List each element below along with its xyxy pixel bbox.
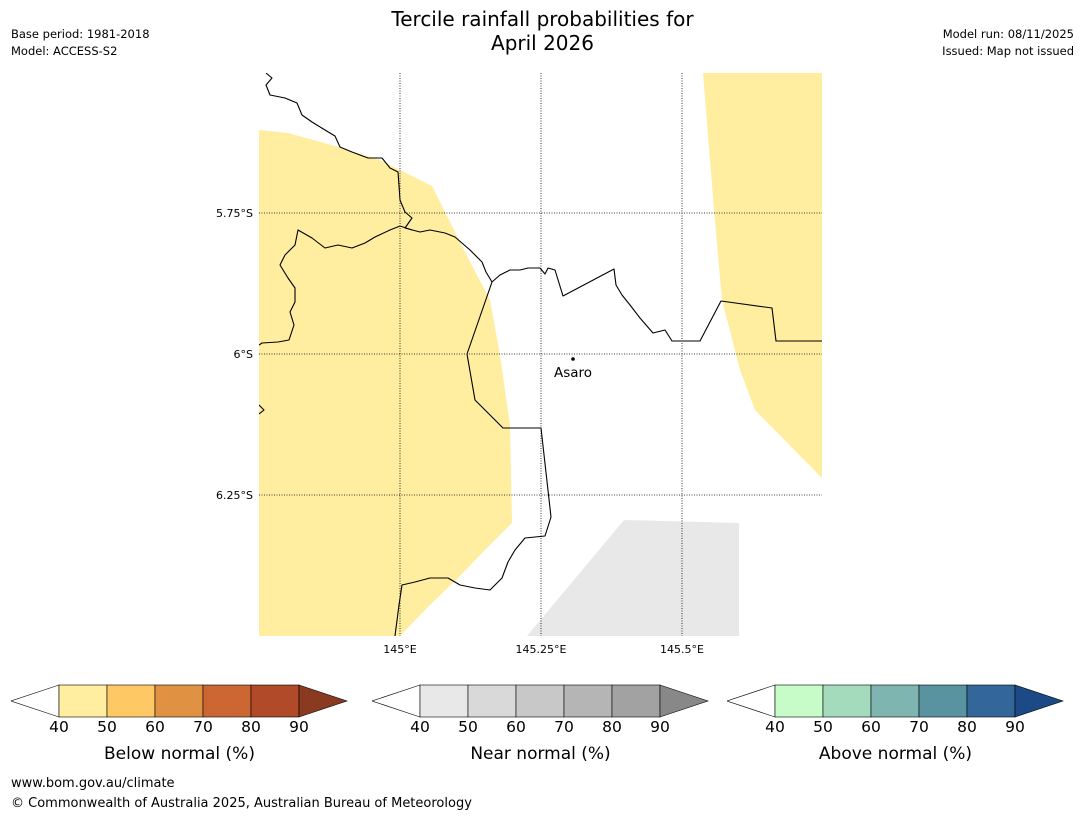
colorbar-swatch — [106, 684, 156, 718]
asaro-marker — [571, 357, 575, 361]
colorbar-swatch — [611, 684, 661, 718]
rainfall-map: Asaro 5.75°S 6°S 6.25°S 145°E 145.25°E 1… — [216, 73, 822, 656]
lat-label-625: 6.25°S — [216, 489, 253, 502]
above-normal-label: Above normal (%) — [818, 744, 973, 764]
below-tick-90: 90 — [289, 718, 309, 736]
near-tick-90: 90 — [650, 718, 670, 736]
near-tick-60: 60 — [506, 718, 526, 736]
above-tick-60: 60 — [861, 718, 881, 736]
colorbar-near-normal: 40 50 60 70 80 90 Near normal (%) — [371, 684, 709, 764]
below-tick-70: 70 — [193, 718, 213, 736]
lon-label-14525: 145.25°E — [516, 643, 567, 656]
meta-right: Model run: 08/11/2025 Issued: Map not is… — [942, 26, 1074, 60]
below-tick-60: 60 — [145, 718, 165, 736]
lat-label-600: 6°S — [234, 348, 253, 361]
asaro-label: Asaro — [554, 365, 592, 381]
above-tick-80: 80 — [957, 718, 977, 736]
near-tick-80: 80 — [602, 718, 622, 736]
above-tick-40: 40 — [765, 718, 785, 736]
issued-status: Issued: Map not issued — [942, 44, 1074, 58]
below-tick-40: 40 — [49, 718, 69, 736]
colorbar-swatch — [870, 684, 920, 718]
lon-label-1455: 145.5°E — [660, 643, 704, 656]
colorbar-swatch — [966, 684, 1016, 718]
footer-copyright: © Commonwealth of Australia 2025, Austra… — [11, 796, 472, 811]
below-tick-80: 80 — [241, 718, 261, 736]
map-frame — [259, 73, 822, 636]
colorbar-swatch — [515, 684, 565, 718]
colorbar-under-triangle — [726, 684, 776, 718]
colorbar-swatch — [154, 684, 204, 718]
below-tick-50: 50 — [97, 718, 117, 736]
near-tick-40: 40 — [410, 718, 430, 736]
lat-label-575: 5.75°S — [216, 207, 253, 220]
above-tick-70: 70 — [909, 718, 929, 736]
above-tick-50: 50 — [813, 718, 833, 736]
colorbar-above-normal: 40 50 60 70 80 90 Above normal (%) — [726, 684, 1064, 764]
colorbar-swatch — [467, 684, 517, 718]
below-normal-region-west — [259, 130, 512, 636]
footer: www.bom.gov.au/climate © Commonwealth of… — [11, 774, 472, 814]
colorbar-under-triangle — [10, 684, 60, 718]
title-line-1: Tercile rainfall probabilities for — [391, 7, 694, 31]
colorbar-swatch — [419, 684, 469, 718]
near-normal-region-south — [527, 520, 739, 636]
lon-label-145: 145°E — [383, 643, 416, 656]
colorbar-over-triangle — [298, 684, 348, 718]
colorbar-below-swatches — [10, 684, 348, 718]
colorbar-over-triangle — [659, 684, 709, 718]
colorbar-near-swatches — [371, 684, 709, 718]
colorbar-swatch — [58, 684, 108, 718]
colorbar-swatch — [918, 684, 968, 718]
footer-url: www.bom.gov.au/climate — [11, 776, 175, 791]
base-period: Base period: 1981-2018 — [11, 27, 150, 41]
below-normal-label: Below normal (%) — [104, 744, 255, 764]
colorbar-swatch — [822, 684, 872, 718]
colorbar-swatch — [250, 684, 300, 718]
above-tick-90: 90 — [1005, 718, 1025, 736]
model-name: Model: ACCESS-S2 — [11, 44, 118, 58]
map-title: Tercile rainfall probabilities for April… — [0, 7, 1085, 55]
colorbar-below-normal: 40 50 60 70 80 90 Below normal (%) — [10, 684, 348, 764]
model-run: Model run: 08/11/2025 — [942, 27, 1074, 41]
colorbar-swatch — [774, 684, 824, 718]
near-normal-label: Near normal (%) — [470, 744, 611, 764]
colorbar-above-swatches — [726, 684, 1064, 718]
meta-left: Base period: 1981-2018 Model: ACCESS-S2 — [11, 26, 150, 60]
colorbar-under-triangle — [371, 684, 421, 718]
below-normal-region-east — [703, 73, 822, 478]
colorbar-swatch — [563, 684, 613, 718]
colorbar-swatch — [202, 684, 252, 718]
title-line-2: April 2026 — [491, 31, 594, 55]
province-boundaries — [259, 73, 822, 636]
near-tick-50: 50 — [458, 718, 478, 736]
near-tick-70: 70 — [554, 718, 574, 736]
colorbar-over-triangle — [1014, 684, 1064, 718]
